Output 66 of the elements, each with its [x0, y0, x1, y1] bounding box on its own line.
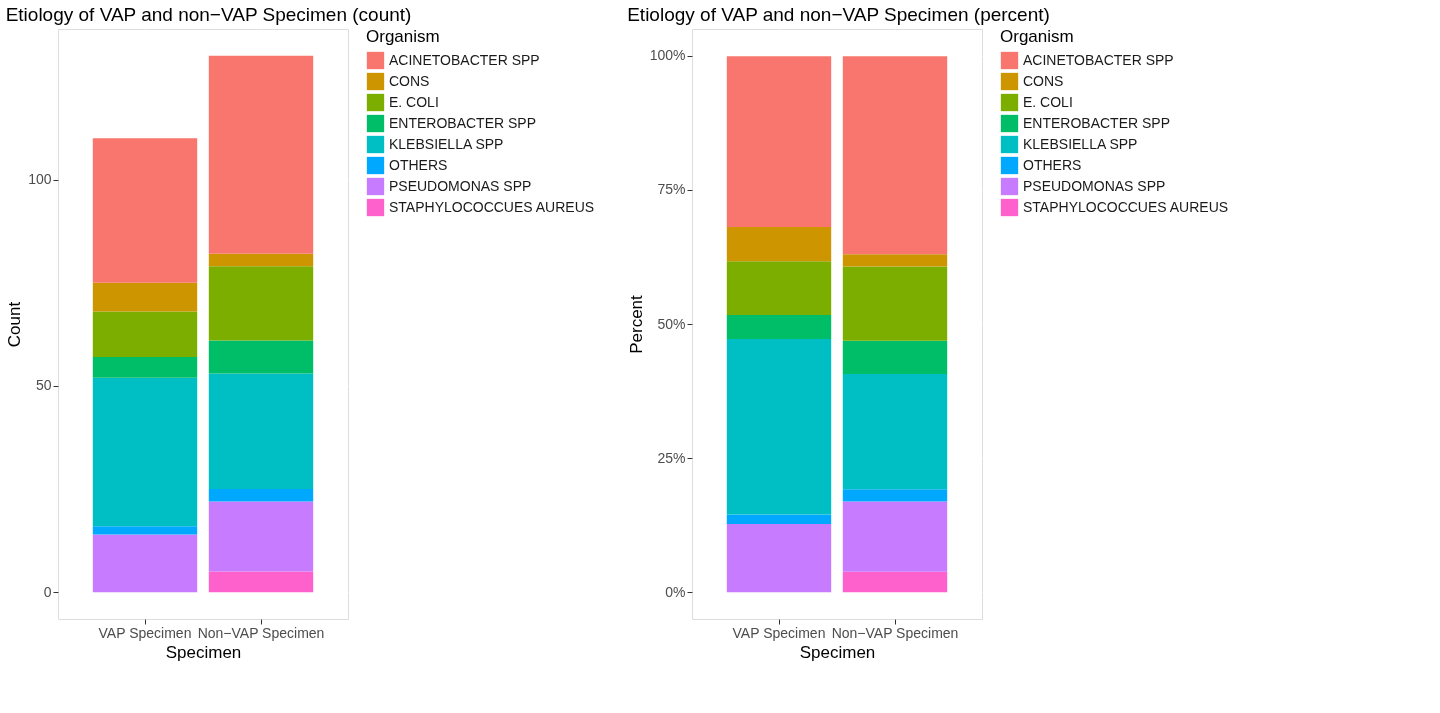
chart-title: Etiology of VAP and non−VAP Specimen (count): [5, 4, 412, 25]
bar: [92, 282, 198, 312]
bar: [842, 571, 948, 593]
legend-label: E. COLI: [1023, 93, 1073, 110]
bar: [208, 501, 314, 572]
y-tick-label: 50: [35, 377, 52, 394]
legend-label: CONS: [1023, 72, 1064, 89]
legend-label: ENTEROBACTER SPP: [1023, 114, 1171, 131]
x-tick-label: Non−VAP Specimen: [831, 624, 959, 641]
chart-title: Etiology of VAP and non−VAP Specimen (percent): [627, 4, 1050, 25]
legend-label: KLEBSIELLA SPP: [389, 135, 504, 152]
legend-label: OTHERS: [1023, 156, 1082, 173]
bar: [208, 55, 314, 254]
legend-label: ACINETOBACTER SPP: [389, 51, 540, 68]
bar: [726, 339, 832, 515]
y-tick-label: 50%: [657, 315, 686, 332]
bar: [92, 526, 198, 535]
legend-title: Organism: [366, 27, 440, 46]
bar: [726, 226, 832, 262]
bar: [92, 311, 198, 358]
y-axis-title: Percent: [626, 294, 646, 354]
bar: [208, 373, 314, 490]
bar: [208, 571, 314, 593]
y-tick-label: 100: [28, 171, 52, 188]
bar: [208, 340, 314, 374]
y-tick-label: 75%: [657, 181, 686, 198]
legend-label: STAPHYLOCOCCUES AUREUS: [1023, 198, 1229, 215]
x-tick-label: VAP Specimen: [98, 624, 192, 641]
y-tick-label: 0: [43, 583, 52, 600]
legend-title: Organism: [1000, 27, 1074, 46]
y-tick-label: 100%: [649, 47, 686, 64]
bar: [842, 340, 948, 374]
bar: [726, 56, 832, 227]
legend-label: CONS: [389, 72, 430, 89]
bar: [842, 266, 948, 341]
legend-label: ACINETOBACTER SPP: [1023, 51, 1174, 68]
y-tick-label: 25%: [657, 449, 686, 466]
bar: [842, 373, 948, 490]
legend-label: KLEBSIELLA SPP: [1023, 135, 1138, 152]
bar: [726, 314, 832, 340]
bar: [726, 524, 832, 593]
bar: [92, 357, 198, 378]
legend-label: PSEUDOMONAS SPP: [1023, 177, 1166, 194]
bar: [726, 514, 832, 525]
bar: [208, 266, 314, 341]
legend-label: PSEUDOMONAS SPP: [389, 177, 532, 194]
bar: [726, 261, 832, 315]
bar: [842, 489, 948, 502]
y-axis-title: Count: [5, 301, 25, 348]
legend-label: ENTEROBACTER SPP: [389, 114, 537, 131]
bar: [92, 138, 198, 283]
bar: [208, 253, 314, 267]
y-tick-label: 0%: [665, 583, 686, 600]
bar: [842, 501, 948, 572]
x-tick-label: Non−VAP Specimen: [197, 624, 325, 641]
bar: [92, 377, 198, 527]
bar: [842, 56, 948, 255]
legend-label: E. COLI: [389, 93, 439, 110]
legend-label: STAPHYLOCOCCUES AUREUS: [389, 198, 595, 215]
x-axis-title: Specimen: [165, 642, 242, 662]
legend-label: OTHERS: [389, 156, 448, 173]
bar: [208, 489, 314, 502]
bar: [92, 534, 198, 593]
x-axis-title: Specimen: [799, 642, 876, 662]
x-tick-label: VAP Specimen: [732, 624, 826, 641]
bar: [842, 254, 948, 267]
